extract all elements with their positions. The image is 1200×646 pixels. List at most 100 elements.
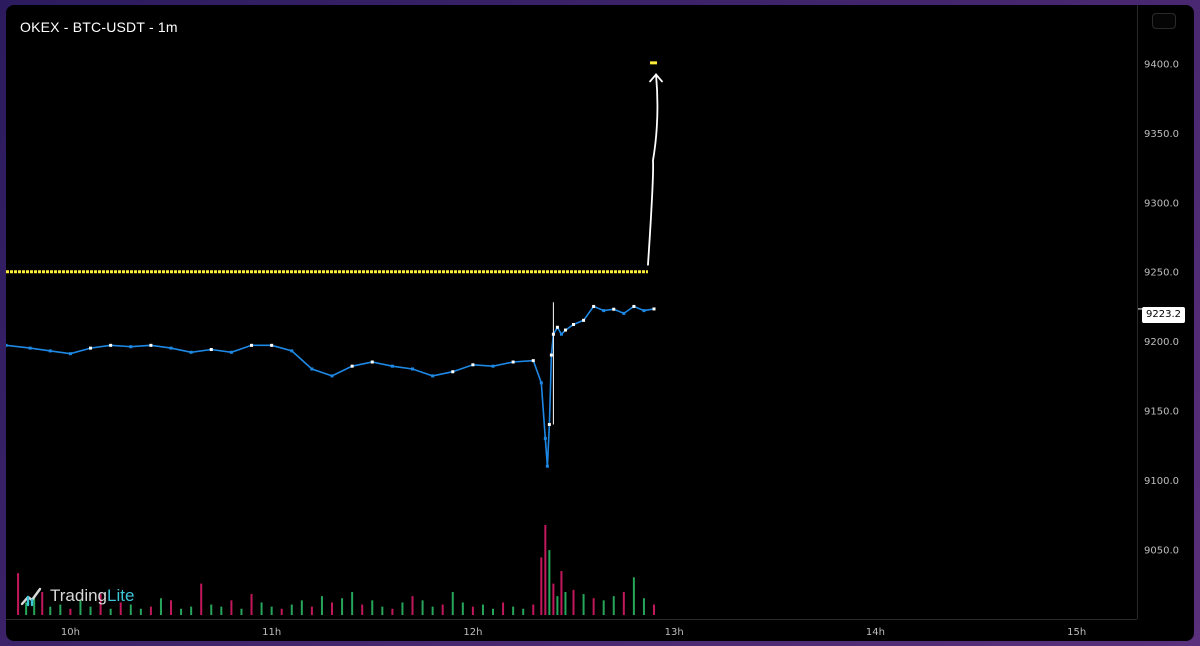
price-axis[interactable] xyxy=(1137,5,1194,619)
candle-marker xyxy=(310,367,314,371)
volume-bar xyxy=(512,606,515,615)
volume-bar xyxy=(139,608,142,615)
candle-marker xyxy=(543,436,547,440)
brand-name: Trading xyxy=(50,586,108,605)
candle-marker xyxy=(270,343,274,347)
volume-bar xyxy=(200,583,203,615)
volume-bar xyxy=(341,598,344,615)
candle-marker xyxy=(572,323,576,327)
candle-marker xyxy=(109,343,113,347)
volume-bar xyxy=(109,608,112,615)
candle-marker xyxy=(559,332,563,336)
time-tick-label: 11h xyxy=(262,627,281,638)
candle-marker xyxy=(330,374,334,378)
candle-marker xyxy=(547,423,551,427)
volume-bar xyxy=(149,606,152,615)
volume-bar xyxy=(129,604,132,615)
volume-bar xyxy=(391,608,394,615)
candle-marker xyxy=(350,364,354,368)
price-series-line xyxy=(6,305,655,467)
candle-marker xyxy=(6,343,8,347)
candle-marker xyxy=(531,359,535,363)
volume-bar xyxy=(560,571,563,615)
candle-marker xyxy=(129,345,133,349)
candle-marker xyxy=(451,370,455,374)
volume-bar xyxy=(632,577,635,615)
chart-window: 9050.0 9100.0 9150.0 9200.0 9250.0 9300.0 9350… xyxy=(6,5,1194,641)
candle-marker xyxy=(370,360,374,364)
volume-bar xyxy=(582,594,585,615)
price-tick-label: 9200.0 xyxy=(1144,337,1179,348)
volume-bar xyxy=(612,596,615,615)
volume-bar xyxy=(59,604,62,615)
candle-marker xyxy=(471,363,475,367)
volume-bar xyxy=(552,583,555,615)
volume-bar xyxy=(79,600,82,615)
candle-marker xyxy=(411,367,415,371)
time-tick-label: 14h xyxy=(866,627,885,638)
candle-marker xyxy=(539,381,543,385)
candle-marker xyxy=(511,360,515,364)
volume-bar xyxy=(381,606,384,615)
volume-bar xyxy=(180,608,183,615)
brand-logo: TradingLite xyxy=(20,585,134,607)
volume-bar xyxy=(240,608,243,615)
candle-marker xyxy=(149,343,153,347)
price-chart[interactable]: 9050.0 9100.0 9150.0 9200.0 9250.0 9300.0 9350… xyxy=(6,5,1194,641)
volume-bar xyxy=(260,602,263,615)
volume-bar xyxy=(602,600,605,615)
volume-bar xyxy=(17,573,20,615)
volume-bar xyxy=(622,591,625,615)
volume-bar xyxy=(33,596,36,615)
volume-bar xyxy=(653,604,656,615)
annotation-arrow xyxy=(647,73,659,266)
candle-marker xyxy=(602,309,606,313)
volume-bar xyxy=(49,606,52,615)
price-tick-label: 9300.0 xyxy=(1144,198,1179,209)
annotation-arrowhead xyxy=(649,73,663,83)
collapse-button[interactable] xyxy=(1152,13,1176,29)
volume-bar xyxy=(290,604,293,615)
volume-bar xyxy=(230,600,233,615)
candle-marker xyxy=(390,364,394,368)
target-marker xyxy=(650,61,658,65)
volume-bar xyxy=(544,525,547,615)
volume-bar xyxy=(540,557,543,615)
volume-bar xyxy=(564,591,567,615)
time-tick-label: 13h xyxy=(665,627,684,638)
candle-marker xyxy=(632,304,636,308)
volume-bar xyxy=(556,596,559,615)
candle-marker xyxy=(189,350,193,354)
candle-marker xyxy=(563,328,567,332)
volume-bar xyxy=(300,600,303,615)
volume-bar xyxy=(431,606,434,615)
volume-bar xyxy=(170,600,173,615)
volume-bar xyxy=(361,604,364,615)
volume-bar xyxy=(548,550,551,615)
volume-bar xyxy=(441,604,444,615)
price-tick-label: 9050.0 xyxy=(1144,546,1179,557)
volume-bar xyxy=(532,604,535,615)
candle-marker xyxy=(545,464,549,468)
volume-bar xyxy=(210,604,213,615)
volume-bar xyxy=(280,608,283,615)
candle-marker xyxy=(209,348,213,352)
volume-bar xyxy=(331,602,334,615)
price-tick-label: 9150.0 xyxy=(1144,407,1179,418)
candle-marker xyxy=(250,343,254,347)
time-axis[interactable] xyxy=(6,619,1137,641)
volume-bar xyxy=(411,596,414,615)
volume-bar xyxy=(481,604,484,615)
volume-bar xyxy=(522,608,525,615)
volume-bar xyxy=(502,602,505,615)
candle-marker xyxy=(229,350,233,354)
candle-marker xyxy=(68,352,72,356)
volume-bar xyxy=(69,608,72,615)
time-tick-label: 15h xyxy=(1067,627,1086,638)
volume-bar xyxy=(642,598,645,615)
volume-bar xyxy=(572,589,575,615)
candle-marker xyxy=(592,304,596,308)
candle-marker xyxy=(652,307,656,311)
volume-bar xyxy=(25,602,28,615)
